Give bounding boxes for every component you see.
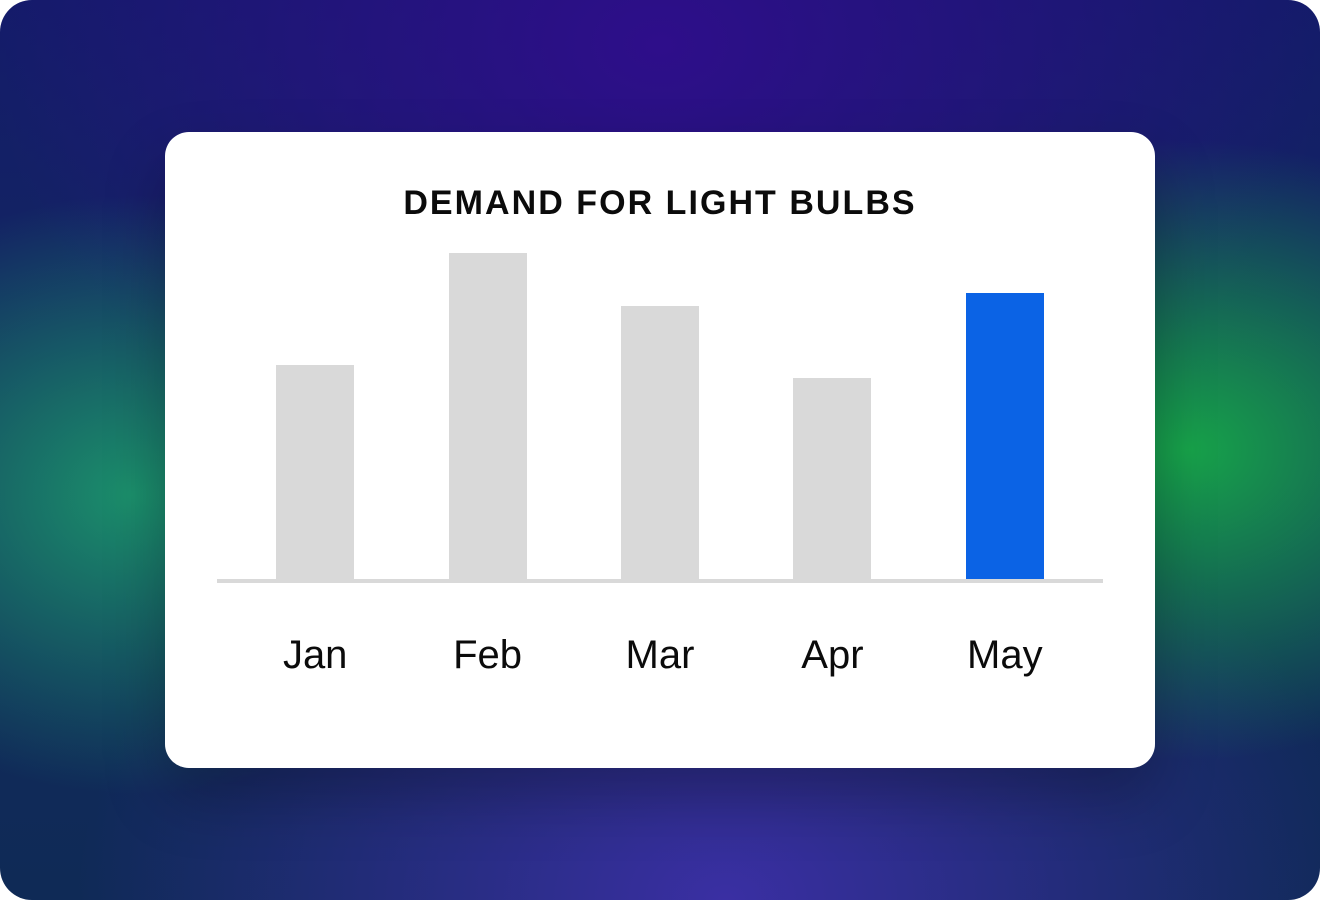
- bar-cell: [788, 253, 876, 583]
- chart-area: [237, 253, 1083, 583]
- x-label: May: [961, 633, 1049, 678]
- bars-container: [237, 253, 1083, 583]
- bar-cell: [961, 253, 1049, 583]
- chart-title: DEMAND FOR LIGHT BULBS: [237, 184, 1083, 223]
- x-label: Feb: [443, 633, 531, 678]
- x-axis-labels: Jan Feb Mar Apr May: [237, 633, 1083, 678]
- bar-mar: [621, 306, 699, 583]
- bar-feb: [449, 253, 527, 583]
- bar-may: [966, 293, 1044, 583]
- bar-cell: [271, 253, 359, 583]
- x-label: Apr: [788, 633, 876, 678]
- bar-apr: [793, 378, 871, 583]
- bar-jan: [276, 365, 354, 583]
- bar-cell: [443, 253, 531, 583]
- x-axis-line: [217, 579, 1103, 583]
- bar-cell: [616, 253, 704, 583]
- x-label: Mar: [616, 633, 704, 678]
- x-label: Jan: [271, 633, 359, 678]
- chart-card: DEMAND FOR LIGHT BULBS Jan Feb Mar Apr May: [165, 132, 1155, 768]
